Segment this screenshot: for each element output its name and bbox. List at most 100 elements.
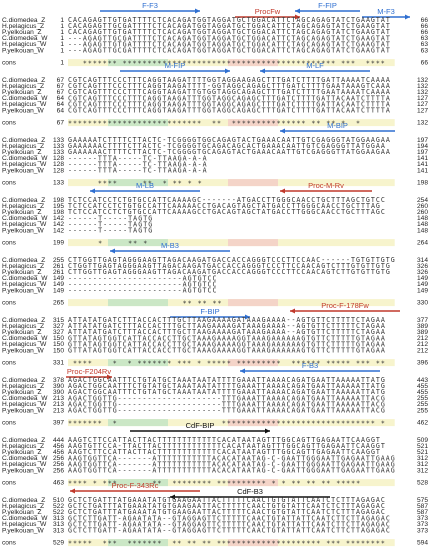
sequence: -----------------------AGTGTCC (68, 274, 217, 282)
sequence: CACAGAGTTGCGATTTTCTCACAGATGGTAGGATGCTGGA… (68, 22, 390, 30)
cons-label: cons (2, 539, 17, 546)
sequence: CTGGTTGAGTAGGGAAGTTAGACAAGATGACCACCAGGGT… (68, 262, 390, 270)
end-position: 373 (417, 521, 428, 528)
cons-label: cons (2, 359, 17, 366)
species-name: C.diomedea_Z (2, 257, 45, 264)
sequence: CACAGAGTTGTGATTTTCTCACAGATGGTAGGATGCTGGA… (68, 16, 390, 24)
cons-label: cons (2, 119, 17, 126)
end-position: 127 (417, 107, 428, 114)
end-position: 389 (417, 329, 428, 336)
end-position: 66 (421, 29, 429, 36)
primer-arrowhead (260, 68, 265, 74)
end-position: 255 (417, 395, 428, 402)
end-position: 132 (417, 89, 428, 96)
primer-label: M-LF (306, 61, 324, 70)
sequence: CGTCAGTTTCCCTTTCAGGTAAGATTTGGTAGGCAGAGCT… (68, 107, 390, 115)
end-position: 149 (417, 281, 428, 288)
start-position: 1 (60, 23, 64, 30)
species-name: H.pelagicus_W (2, 341, 47, 348)
sequence: CGTCAGTTTCCCTTTCAGGTAAGATTTT-GGTAGGCAGAG… (68, 82, 390, 90)
cons-label: cons (2, 179, 17, 186)
sequence: CGTCAGTTTCCCTTTCAGGTAAGATTGTGGTAGGCAGAGC… (68, 88, 390, 96)
primer-label: M-LB (136, 181, 154, 190)
cons-start: 133 (53, 179, 64, 186)
end-position: 132 (417, 77, 428, 84)
start-position: 213 (53, 407, 64, 414)
end-position: 197 (417, 149, 428, 156)
start-position: 1 (60, 47, 64, 54)
species-name: P.yelkouan_W (2, 47, 44, 54)
end-position: 194 (417, 143, 428, 150)
primer-label: M-F3 (377, 7, 395, 16)
cons-strip-green (108, 239, 168, 247)
primer-label: CdF-BIP (186, 421, 215, 430)
species-name: C.diomedea_W (2, 35, 48, 42)
end-position: 373 (417, 527, 428, 534)
primer-label: F-F3 (142, 1, 158, 10)
end-position: 521 (417, 449, 428, 456)
cons-strip-green (108, 479, 168, 487)
start-position: 256 (53, 461, 64, 468)
species-name: C.diomedea_W (2, 335, 48, 342)
start-position: 128 (53, 161, 64, 168)
start-position: 142 (53, 221, 64, 228)
cons-label: cons (2, 59, 17, 66)
species-name: H.pelagicus_W (2, 521, 47, 528)
end-position: 314 (417, 257, 428, 264)
start-position: 313 (53, 515, 64, 522)
primer-arrowhead (170, 494, 175, 500)
sequence: CTTGGTTGAGTAGGGAAGTTAGACAAGATGACCACCAGGG… (68, 268, 390, 276)
end-position: 587 (417, 503, 428, 510)
sequence: AAGTGGTTCA-------ATTTTTTTTTTTACACATAATAG… (68, 454, 395, 462)
primer-label: F-BIP (200, 307, 219, 316)
sequence: AAGTGGTTCA-------ATTTTTTTTTTTACACATAATAG… (68, 460, 395, 468)
primer-arrowhead (265, 428, 270, 434)
sequence: -----------------------AGTGTCC (68, 280, 217, 288)
sequence: AGACTGGCAATTTCTGTATGCTAAATAATATTTTGAAATT… (68, 376, 385, 384)
end-position: 132 (417, 83, 428, 90)
start-position: 198 (53, 209, 64, 216)
species-name: P.yelkouan_W (2, 347, 44, 354)
sequence: AGACTGGTTG---------------------TTTGAAATT… (68, 400, 385, 408)
end-position: 455 (417, 389, 428, 396)
sequence: TCTCCATCCTCTGTGCCATTCAAAAGC-------ATGACC… (68, 196, 385, 204)
cons-stars: *************************** ** *********… (68, 120, 380, 128)
end-position: 141 (417, 155, 428, 162)
sequence: ---AGAGTTGCGATTTTCTCACAGATGGTAGGATGCTGGA… (68, 47, 390, 55)
sequence: GAAAAAACTTTTCTTACTC-TCGGGGTGCAGACAGCACTG… (68, 142, 385, 150)
end-position: 127 (417, 101, 428, 108)
primer-arrowhead (405, 14, 410, 20)
cons-start: 397 (53, 419, 64, 426)
species-name: C.diomedea_W (2, 515, 48, 522)
start-position: 510 (53, 497, 64, 504)
start-position: 213 (53, 401, 64, 408)
start-position: 133 (53, 149, 64, 156)
cons-stars: **** * *** ** ******** ********** * * **… (68, 480, 360, 488)
cons-strip-pink (228, 239, 278, 247)
sequence: AGACTGGTTG---------------------TTTGAAATT… (68, 407, 385, 415)
cons-strip-green (108, 179, 168, 187)
sequence: ATTATATGATCTTTACCACTTTGCTTAAGAAAAGATAAAG… (68, 322, 385, 330)
cons-end: 462 (417, 419, 428, 426)
end-position: 148 (417, 221, 428, 228)
sequence: ---AGAGTTGCGATTTTCTCACAGATGGTAGGATGCTGGA… (68, 34, 390, 42)
start-position: 67 (57, 89, 65, 96)
start-position: 64 (57, 95, 65, 102)
end-position: 255 (417, 401, 428, 408)
cons-stars: ** ** ** (68, 300, 222, 308)
start-position: 142 (53, 215, 64, 222)
primer-arrowhead (70, 488, 75, 494)
species-name: P.yelkouan_Z (2, 29, 41, 36)
end-position: 197 (417, 137, 428, 144)
start-position: 149 (53, 281, 64, 288)
primer-label: M-B3 (161, 241, 179, 250)
start-position: 67 (57, 77, 65, 84)
cons-strip-green (108, 299, 168, 307)
sequence: GCTCTGATTTATGAAATATGTGAAGAATTACTTTTTCAAC… (68, 508, 385, 516)
end-position: 254 (417, 197, 428, 204)
start-position: 213 (53, 395, 64, 402)
cons-start: 463 (53, 479, 64, 486)
end-position: 575 (417, 497, 428, 504)
primer-label: M-FIP (165, 61, 185, 70)
species-name: H.pelagicus_Z (2, 83, 44, 90)
